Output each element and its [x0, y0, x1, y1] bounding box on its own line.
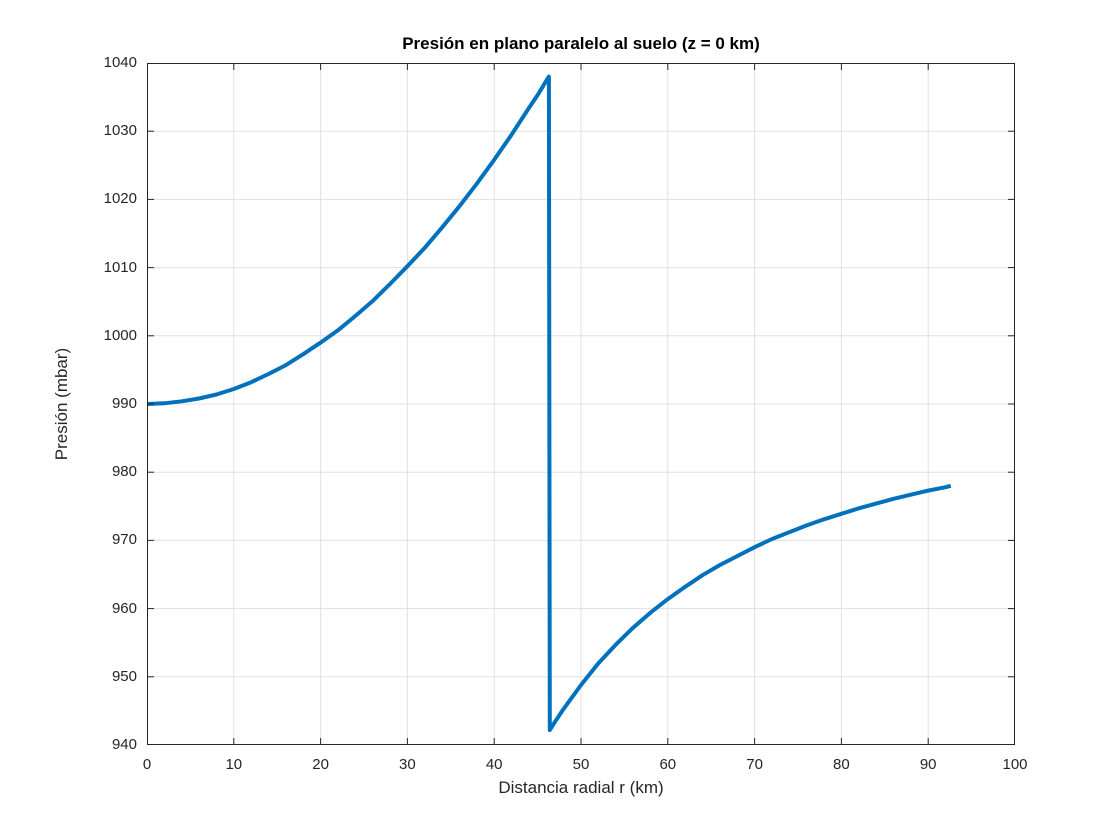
y-tick-label: 1010	[103, 258, 137, 276]
x-tick-label: 90	[919, 756, 937, 773]
x-tick-label: 30	[399, 756, 416, 773]
x-tick-label: 80	[833, 756, 850, 773]
x-tick-label: 50	[572, 756, 590, 773]
x-tick-label: 60	[659, 756, 677, 773]
x-tick-label: 70	[746, 756, 763, 773]
y-tick-label: 940	[111, 736, 137, 753]
x-tick-label: 0	[142, 756, 152, 773]
y-tick-label: 1030	[103, 122, 137, 140]
y-tick-label: 980	[111, 463, 137, 481]
y-tick-label: 1020	[103, 190, 137, 208]
y-tick-label: 960	[111, 599, 137, 617]
y-tick-label: 970	[111, 531, 137, 549]
plot-area	[146, 62, 1016, 746]
chart-title: Presión en plano paralelo al suelo (z = …	[402, 34, 760, 53]
plot-canvas	[146, 62, 1016, 746]
x-tick-label: 20	[312, 756, 329, 773]
x-tick-label: 100	[1002, 756, 1028, 773]
x-axis-label: Distancia radial r (km)	[498, 778, 664, 797]
axes-box	[147, 63, 1015, 745]
y-tick-label: 950	[111, 667, 137, 685]
y-tick-label: 990	[111, 395, 137, 412]
x-tick-label: 40	[485, 756, 503, 773]
pressure-curve	[146, 74, 952, 732]
x-tick-label: 10	[225, 756, 243, 773]
y-tick-label: 1040	[103, 54, 137, 71]
y-tick-label: 1000	[103, 326, 137, 344]
